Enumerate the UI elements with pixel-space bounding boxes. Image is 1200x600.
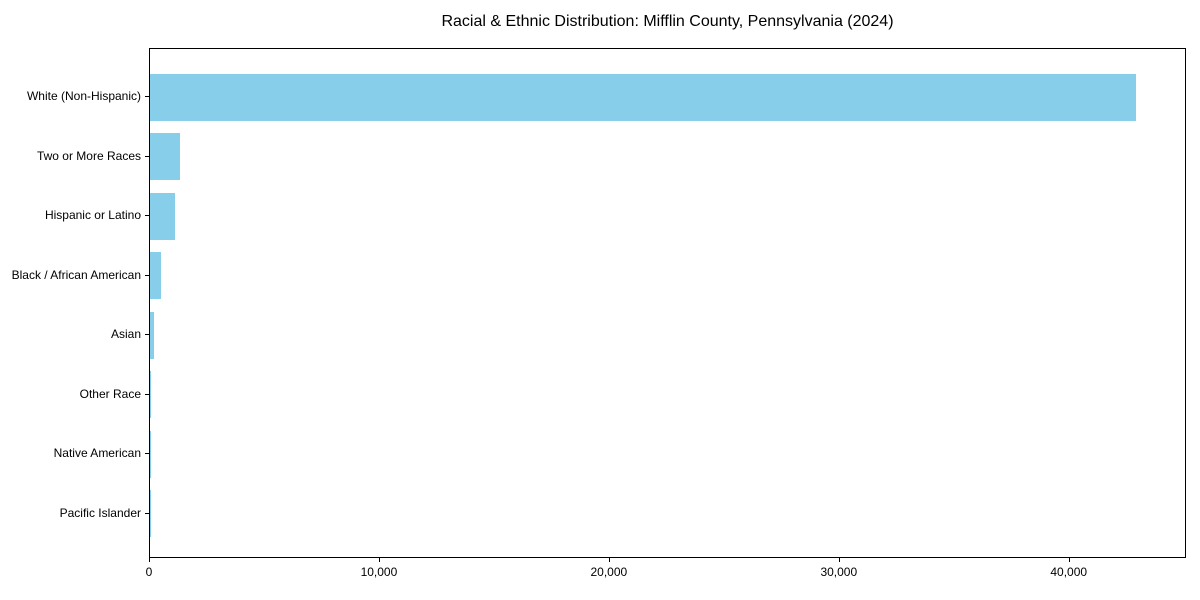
bar-hispanic-or-latino — [150, 192, 176, 240]
y-tick-mark — [145, 393, 149, 395]
y-tick-mark — [145, 155, 149, 157]
x-tick-mark — [608, 558, 610, 562]
y-tick-mark — [145, 512, 149, 514]
y-tick-label-black-african-american: Black / African American — [11, 267, 141, 282]
y-tick-label-white-non-hispanic: White (Non-Hispanic) — [26, 89, 141, 103]
y-tick-label-other-race: Other Race — [79, 386, 141, 401]
bar-black-african-american — [150, 252, 161, 299]
x-tick-mark — [149, 558, 150, 562]
x-tick-label-40-000: 40,000 — [1050, 565, 1088, 579]
y-tick-mark — [145, 334, 149, 335]
x-tick-label-30-000: 30,000 — [820, 565, 858, 579]
bar-white-non-hispanic — [150, 73, 1137, 121]
y-tick-label-hispanic-or-latino: Hispanic or Latino — [44, 208, 141, 222]
x-tick-label-20-000: 20,000 — [590, 565, 628, 579]
x-tick-label-10-000: 10,000 — [360, 565, 398, 579]
y-tick-mark — [145, 453, 149, 454]
y-tick-label-two-or-more-races: Two or More Races — [36, 148, 141, 163]
x-tick-mark — [378, 558, 380, 562]
chart-title: Racial & Ethnic Distribution: Mifflin Co… — [441, 13, 894, 30]
plot-area — [149, 48, 1186, 558]
x-tick-label-0: 0 — [145, 565, 153, 579]
bar-two-or-more-races — [150, 133, 180, 180]
bar-native-american — [150, 430, 151, 478]
bar-asian — [150, 311, 155, 359]
y-tick-mark — [145, 96, 149, 97]
bar-other-race — [150, 371, 152, 418]
y-tick-mark — [145, 215, 149, 216]
y-tick-label-native-american: Native American — [53, 446, 141, 460]
x-tick-mark — [1068, 558, 1070, 562]
y-tick-label-pacific-islander: Pacific Islander — [59, 505, 141, 520]
x-tick-mark — [838, 558, 840, 562]
y-tick-label-asian: Asian — [110, 327, 141, 341]
y-tick-mark — [145, 274, 149, 276]
